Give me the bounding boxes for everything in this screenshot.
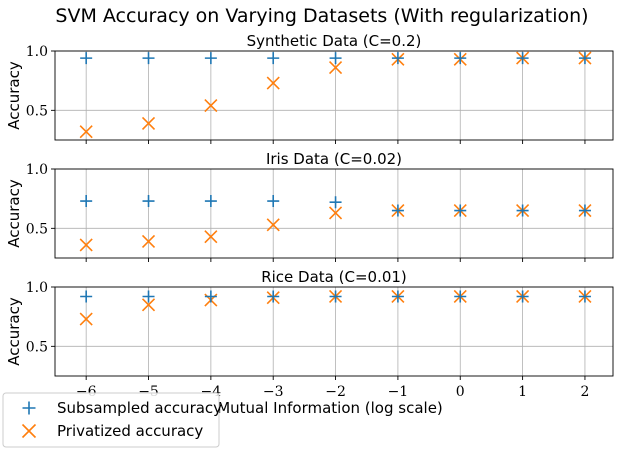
privatized-point: [141, 116, 156, 130]
legend-label: Privatized accuracy: [57, 422, 203, 440]
legend-marker-plus: [22, 401, 36, 415]
y-tick-label: 0.5: [26, 339, 48, 355]
y-axis-label: Accuracy: [5, 179, 23, 248]
subsampled-point: [142, 290, 155, 303]
privatized-point: [266, 218, 280, 232]
subsampled-point: [391, 52, 404, 65]
y-tick-label: 1.0: [26, 44, 48, 60]
subsampled-point: [329, 196, 342, 209]
privatized-point: [141, 298, 156, 312]
subplot-title: Rice Data (C=0.01): [261, 268, 407, 286]
x-axis-label: Mutual Information (log scale): [217, 399, 443, 417]
subsampled-point: [516, 290, 529, 303]
legend: Subsampled accuracy Privatized accuracy: [2, 392, 222, 448]
subplot-3: Rice Data (C=0.01)0.51.0−6 −5 −4 −3 −2 −1 0 1 2A…: [5, 268, 614, 400]
axes-frame: [54, 168, 614, 259]
privatized-point: [328, 61, 343, 75]
privatized-point: [141, 234, 156, 248]
subsampled-point: [578, 204, 591, 217]
subsampled-point: [516, 52, 529, 65]
legend-marker-x: [21, 423, 37, 439]
figure-title: SVM Accuracy on Varying Datasets (With r…: [55, 5, 588, 27]
subsampled-point: [391, 204, 404, 217]
legend-frame: [2, 392, 220, 448]
subsampled-point: [454, 204, 467, 217]
legend-label: Subsampled accuracy: [57, 399, 222, 417]
subsampled-point: [267, 195, 280, 208]
y-tick-label: 0.5: [26, 103, 48, 119]
y-axis-label: Accuracy: [5, 297, 23, 366]
y-tick-label: 1.0: [26, 280, 48, 296]
subsampled-point: [80, 290, 93, 303]
subsampled-point: [516, 204, 529, 217]
privatized-point: [266, 76, 280, 90]
subsampled-point: [329, 52, 342, 65]
subsampled-point: [329, 290, 342, 303]
y-axis-label: Accuracy: [5, 61, 23, 130]
axes-frame: [54, 50, 614, 141]
x-tick-label: −1: [388, 384, 409, 400]
subsampled-point: [454, 52, 467, 65]
privatized-point: [204, 99, 218, 113]
x-tick-label: 0: [456, 384, 465, 400]
x-tick-label: −3: [263, 384, 284, 400]
subsampled-point: [578, 52, 591, 65]
subplot-title: Iris Data (C=0.02): [266, 150, 402, 168]
x-tick-label: 1: [518, 384, 527, 400]
x-tick-label: 2: [580, 384, 589, 400]
subsampled-point: [578, 290, 591, 303]
y-tick-label: 0.5: [26, 221, 48, 237]
subsampled-point: [454, 290, 467, 303]
subplot-title: Synthetic Data (C=0.2): [247, 32, 422, 50]
privatized-point: [79, 238, 93, 252]
subplot-panels: Synthetic Data (C=0.2)0.51.0AccuracyIris…: [5, 32, 614, 400]
subsampled-point: [267, 290, 280, 303]
subsampled-point: [204, 195, 217, 208]
y-tick-label: 1.0: [26, 162, 48, 178]
subsampled-point: [80, 195, 93, 208]
subsampled-point: [204, 52, 217, 65]
subsampled-point: [391, 290, 404, 303]
axes-frame: [54, 286, 614, 377]
subsampled-point: [142, 195, 155, 208]
privatized-point: [79, 125, 93, 139]
x-tick-label: −2: [325, 384, 346, 400]
subsampled-point: [267, 52, 280, 65]
subsampled-point: [80, 52, 93, 65]
privatized-point: [79, 312, 93, 326]
privatized-point: [204, 230, 218, 244]
privatized-point: [328, 206, 343, 220]
subsampled-point: [142, 52, 155, 65]
subsampled-point: [204, 290, 217, 303]
